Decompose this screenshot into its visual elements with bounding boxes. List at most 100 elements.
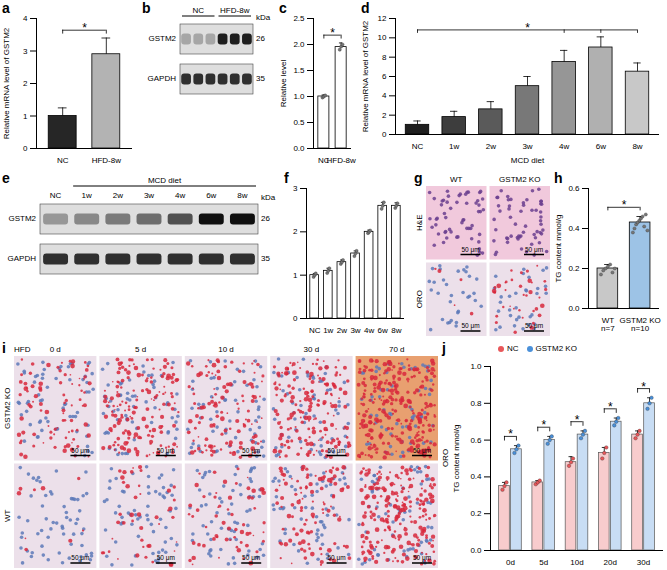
svg-text:35: 35 bbox=[261, 254, 270, 263]
svg-text:TG content mmol/g: TG content mmol/g bbox=[554, 214, 563, 282]
svg-text:50 μm: 50 μm bbox=[242, 447, 260, 455]
svg-text:HFD-8w: HFD-8w bbox=[326, 156, 356, 165]
svg-text:5 d: 5 d bbox=[135, 345, 146, 354]
svg-text:50 μm: 50 μm bbox=[413, 554, 431, 562]
svg-text:4: 4 bbox=[382, 91, 387, 100]
svg-text:2w: 2w bbox=[486, 142, 496, 151]
svg-text:NC: NC bbox=[192, 6, 204, 15]
svg-text:50 μm: 50 μm bbox=[157, 554, 175, 562]
svg-text:*: * bbox=[622, 198, 627, 212]
svg-text:50 μm: 50 μm bbox=[525, 322, 543, 330]
svg-text:HFD-8w: HFD-8w bbox=[92, 156, 122, 165]
svg-text:ORO: ORO bbox=[415, 290, 424, 308]
svg-text:Relative mRNA level of GSTM2: Relative mRNA level of GSTM2 bbox=[361, 20, 370, 132]
svg-text:1: 1 bbox=[23, 112, 28, 121]
svg-text:MCD diet: MCD diet bbox=[511, 156, 545, 165]
svg-text:4w: 4w bbox=[364, 326, 374, 335]
svg-text:*: * bbox=[608, 400, 613, 414]
svg-text:26: 26 bbox=[261, 214, 270, 223]
svg-text:1w: 1w bbox=[449, 142, 459, 151]
svg-text:GSTM2 KO: GSTM2 KO bbox=[499, 175, 540, 184]
svg-text:35: 35 bbox=[256, 74, 265, 83]
svg-text:HFD: HFD bbox=[14, 345, 31, 354]
svg-text:20d: 20d bbox=[604, 558, 617, 567]
svg-text:3: 3 bbox=[293, 184, 298, 193]
svg-text:4: 4 bbox=[23, 14, 28, 23]
svg-text:26: 26 bbox=[256, 34, 265, 43]
svg-text:8w: 8w bbox=[237, 191, 247, 200]
svg-text:50 μm: 50 μm bbox=[242, 554, 260, 562]
svg-text:3w: 3w bbox=[522, 142, 532, 151]
svg-text:0.4: 0.4 bbox=[470, 472, 482, 481]
svg-text:NC: NC bbox=[412, 142, 424, 151]
svg-text:GAPDH: GAPDH bbox=[148, 74, 177, 83]
svg-text:*: * bbox=[82, 21, 87, 35]
svg-text:2w: 2w bbox=[337, 326, 347, 335]
svg-text:6w: 6w bbox=[596, 142, 606, 151]
svg-text:6w: 6w bbox=[378, 326, 388, 335]
svg-text:Relative level: Relative level bbox=[279, 59, 288, 107]
svg-text:0: 0 bbox=[382, 130, 387, 139]
svg-text:0.0: 0.0 bbox=[470, 546, 482, 555]
svg-text:30d: 30d bbox=[637, 558, 650, 567]
svg-text:WT: WT bbox=[450, 175, 463, 184]
svg-text:0d: 0d bbox=[506, 558, 515, 567]
svg-text:50 μm: 50 μm bbox=[413, 447, 431, 455]
svg-text:WT: WT bbox=[3, 509, 12, 522]
svg-text:0.0: 0.0 bbox=[568, 304, 580, 313]
svg-text:GAPDH: GAPDH bbox=[8, 254, 37, 263]
svg-text:0.6: 0.6 bbox=[470, 436, 482, 445]
svg-text:0 d: 0 d bbox=[50, 345, 61, 354]
svg-text:3w: 3w bbox=[350, 326, 360, 335]
svg-text:50 μm: 50 μm bbox=[71, 447, 89, 455]
svg-text:3: 3 bbox=[23, 47, 28, 56]
svg-text:*: * bbox=[330, 26, 335, 40]
svg-text:0.8: 0.8 bbox=[470, 399, 482, 408]
svg-text:HFD-8w: HFD-8w bbox=[220, 6, 250, 15]
svg-text:0.2: 0.2 bbox=[470, 509, 482, 518]
svg-text:2: 2 bbox=[23, 79, 28, 88]
svg-text:50 μm: 50 μm bbox=[71, 554, 89, 562]
svg-text:kDa: kDa bbox=[256, 13, 271, 22]
svg-text:1.0: 1.0 bbox=[293, 92, 305, 101]
svg-text:2: 2 bbox=[293, 227, 298, 236]
svg-text:50 μm: 50 μm bbox=[157, 447, 175, 455]
svg-text:GSTM2 KOn=10: GSTM2 KOn=10 bbox=[619, 316, 660, 333]
svg-text:NC: NC bbox=[50, 191, 62, 200]
svg-text:0.6: 0.6 bbox=[568, 184, 580, 193]
svg-text:50 μm: 50 μm bbox=[525, 246, 543, 254]
svg-text:GSTM2 KO: GSTM2 KO bbox=[3, 388, 12, 429]
svg-text:NC: NC bbox=[57, 156, 69, 165]
svg-text:6w: 6w bbox=[206, 191, 216, 200]
svg-text:*: * bbox=[575, 413, 580, 427]
svg-text:0.0: 0.0 bbox=[293, 144, 305, 153]
svg-text:2: 2 bbox=[382, 111, 387, 120]
svg-text:50 μm: 50 μm bbox=[461, 246, 479, 254]
svg-text:0: 0 bbox=[293, 314, 298, 323]
svg-text:10: 10 bbox=[378, 33, 387, 42]
svg-text:H&E: H&E bbox=[415, 215, 424, 231]
svg-text:3w: 3w bbox=[144, 191, 154, 200]
svg-text:12: 12 bbox=[378, 14, 387, 23]
svg-text:0: 0 bbox=[23, 144, 28, 153]
svg-text:*: * bbox=[641, 380, 646, 394]
svg-text:0.2: 0.2 bbox=[568, 264, 580, 273]
svg-text:WTn=7: WTn=7 bbox=[601, 316, 615, 333]
svg-text:5d: 5d bbox=[539, 558, 548, 567]
svg-text:TG content mmol/g: TG content mmol/g bbox=[452, 424, 461, 492]
svg-text:Relative mRNA level of GSTM2: Relative mRNA level of GSTM2 bbox=[2, 27, 11, 139]
svg-text:70 d: 70 d bbox=[389, 345, 405, 354]
svg-text:*: * bbox=[541, 418, 546, 432]
svg-text:4w: 4w bbox=[175, 191, 185, 200]
svg-text:kDa: kDa bbox=[261, 193, 276, 202]
svg-text:0.4: 0.4 bbox=[568, 224, 580, 233]
svg-text:10d: 10d bbox=[570, 558, 583, 567]
svg-text:8: 8 bbox=[382, 53, 387, 62]
svg-text:30 d: 30 d bbox=[304, 345, 320, 354]
svg-text:50 μm: 50 μm bbox=[327, 554, 345, 562]
svg-text:NC: NC bbox=[309, 326, 321, 335]
svg-text:GSTM2: GSTM2 bbox=[148, 34, 176, 43]
svg-text:50 μm: 50 μm bbox=[327, 447, 345, 455]
svg-text:8w: 8w bbox=[391, 326, 401, 335]
svg-text:4w: 4w bbox=[559, 142, 569, 151]
